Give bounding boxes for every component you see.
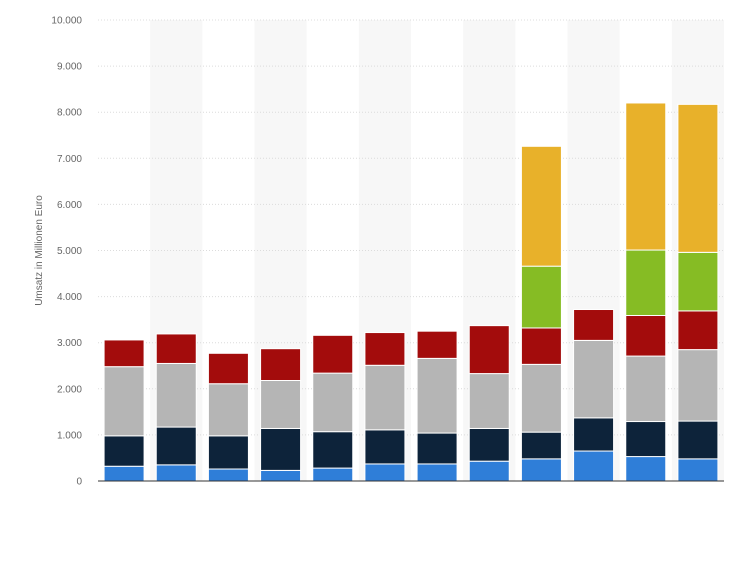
bar-segment (207, 435, 249, 470)
bar-segment (155, 464, 197, 482)
bar-segment (625, 456, 667, 482)
bar-segment (103, 435, 145, 467)
bar-segment (625, 421, 667, 458)
bar-segment (260, 380, 302, 429)
bar-segment (625, 102, 667, 251)
bar-segment (677, 349, 719, 422)
bar-stack (103, 339, 145, 482)
bar-segment (155, 426, 197, 466)
y-tick-label: 1.000 (57, 430, 82, 441)
bar-segment (416, 357, 458, 434)
bar-segment (364, 429, 406, 465)
bar-segment (573, 417, 615, 452)
y-tick-label: 8.000 (57, 108, 82, 119)
bar-segment (312, 372, 354, 433)
bar-segment (468, 427, 510, 462)
bar-segment (312, 431, 354, 469)
bar-stack (625, 102, 667, 482)
bar-segment (573, 339, 615, 419)
y-tick-label: 7.000 (57, 154, 82, 165)
bar-segment (103, 465, 145, 482)
bar-stack (677, 103, 719, 482)
bar-segment (520, 145, 562, 267)
bar-segment (573, 309, 615, 341)
bars (103, 102, 719, 482)
bar-segment (677, 310, 719, 351)
bar-stack (520, 145, 562, 482)
bar-segment (416, 432, 458, 465)
bar-segment (260, 427, 302, 471)
bar-stack (207, 352, 249, 482)
y-tick-label: 6.000 (57, 200, 82, 211)
bar-segment (207, 352, 249, 385)
bar-segment (207, 383, 249, 437)
bar-segment (416, 330, 458, 359)
bar-segment (103, 366, 145, 437)
bar-segment (364, 332, 406, 366)
bar-segment (103, 339, 145, 368)
bar-segment (155, 362, 197, 428)
bar-segment (260, 469, 302, 482)
y-tick-label: 3.000 (57, 338, 82, 349)
bar-segment (520, 458, 562, 482)
bar-segment (677, 103, 719, 253)
bar-segment (468, 460, 510, 482)
bar-stack (312, 334, 354, 482)
y-tick-label: 2.000 (57, 384, 82, 395)
bar-segment (625, 249, 667, 317)
bar-stack (155, 333, 197, 482)
bar-stack (416, 330, 458, 482)
bar-segment (520, 327, 562, 365)
y-tick-label: 10.000 (51, 16, 82, 27)
bar-segment (207, 468, 249, 482)
y-tick-label: 4.000 (57, 292, 82, 303)
bar-segment (677, 458, 719, 482)
bar-segment (573, 450, 615, 482)
bar-stack (573, 309, 615, 482)
gridlines (98, 19, 724, 436)
bar-segment (520, 363, 562, 433)
bar-segment (520, 265, 562, 329)
bar-segment (364, 463, 406, 482)
y-tick-label: 5.000 (57, 246, 82, 257)
bar-segment (364, 364, 406, 431)
bar-segment (677, 251, 719, 312)
bar-stack (468, 325, 510, 482)
bar-segment (468, 373, 510, 429)
y-tick-label: 9.000 (57, 62, 82, 73)
bar-segment (677, 420, 719, 460)
bar-segment (416, 463, 458, 482)
bar-segment (625, 355, 667, 423)
bar-segment (625, 315, 667, 357)
bar-stack (260, 348, 302, 482)
bar-segment (312, 467, 354, 482)
bar-segment (260, 348, 302, 382)
bar-segment (468, 325, 510, 375)
bar-segment (155, 333, 197, 364)
y-axis-title: Umsatz in Millionen Euro (34, 195, 45, 306)
bar-segment (312, 334, 354, 374)
y-tick-label: 0 (76, 477, 82, 488)
bar-segment (520, 431, 562, 460)
bar-stack (364, 332, 406, 482)
y-axis-ticks: 0 1.000 2.000 3.000 4.000 5.000 6.000 7.000 8.00… (51, 16, 82, 488)
